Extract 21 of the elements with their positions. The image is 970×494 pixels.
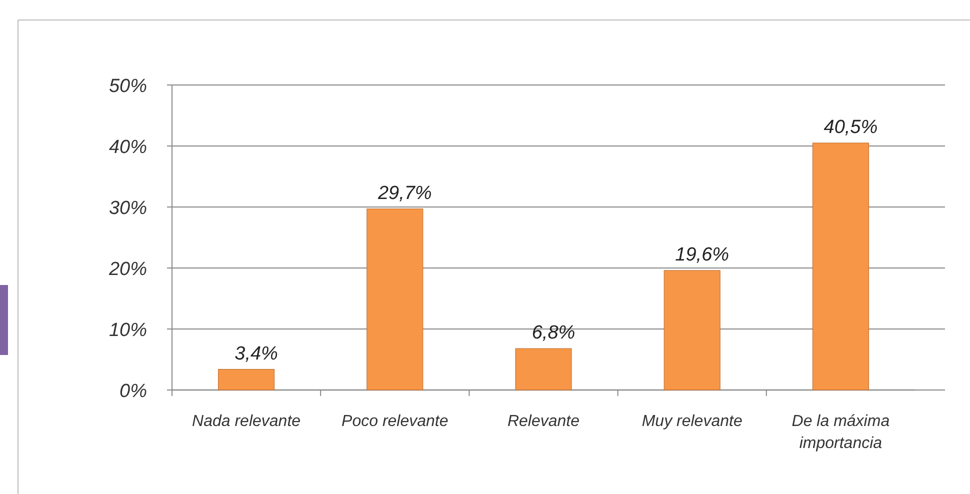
data-label: 40,5% — [824, 116, 878, 138]
bar — [515, 348, 572, 390]
bar — [812, 142, 869, 390]
bar — [218, 369, 275, 390]
bar — [366, 208, 424, 390]
y-tick-label: 20% — [108, 259, 148, 280]
y-tick-label: 10% — [108, 320, 148, 341]
data-label: 19,6% — [675, 244, 730, 266]
x-tick-label: Poco relevante — [342, 413, 448, 430]
data-label: 6,8% — [532, 322, 576, 344]
x-tick-label: Muy relevante — [642, 413, 742, 430]
data-label: 29,7% — [376, 182, 432, 204]
data-label: 3,4% — [234, 343, 278, 364]
x-tick-label: De la máxima importancia — [792, 413, 890, 452]
y-tick-label: 40% — [108, 137, 148, 158]
x-tick-label: Relevante — [507, 413, 580, 430]
y-tick-label: 50% — [108, 76, 148, 97]
y-tick-label: 30% — [108, 198, 148, 219]
bar — [664, 270, 720, 390]
y-tick-label: 0% — [120, 381, 148, 402]
x-tick-label: Nada relevante — [192, 413, 301, 430]
